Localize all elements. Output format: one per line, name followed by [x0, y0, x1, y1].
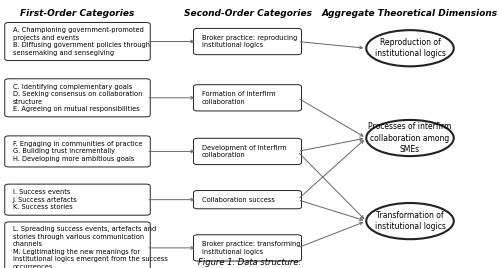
FancyBboxPatch shape	[4, 184, 150, 215]
Text: Transformation of
institutional logics: Transformation of institutional logics	[374, 211, 446, 231]
Ellipse shape	[366, 120, 454, 156]
Text: I. Success events
J. Success artefacts
K. Success stories: I. Success events J. Success artefacts K…	[12, 189, 78, 210]
FancyBboxPatch shape	[4, 136, 150, 167]
Ellipse shape	[366, 30, 454, 66]
Text: Reproduction of
institutional logics: Reproduction of institutional logics	[374, 38, 446, 58]
FancyBboxPatch shape	[4, 222, 150, 268]
FancyBboxPatch shape	[194, 28, 302, 55]
Text: Figure 1. Data structure.: Figure 1. Data structure.	[198, 258, 302, 267]
FancyBboxPatch shape	[194, 85, 302, 111]
Text: Broker practice: transforming
institutional logics: Broker practice: transforming institutio…	[202, 241, 300, 255]
Ellipse shape	[366, 203, 454, 239]
Text: First-Order Categories: First-Order Categories	[20, 9, 134, 18]
Text: Processes of interfirm
collaboration among
SMEs: Processes of interfirm collaboration amo…	[368, 122, 452, 154]
Text: F. Engaging in communities of practice
G. Building trust incrementally
H. Develo: F. Engaging in communities of practice G…	[12, 141, 142, 162]
Text: C. Identifying complementary goals
D. Seeking consensus on collaboration
structu: C. Identifying complementary goals D. Se…	[12, 84, 142, 112]
Text: Development of interfirm
collaboration: Development of interfirm collaboration	[202, 145, 286, 158]
FancyBboxPatch shape	[4, 79, 150, 117]
Text: Collaboration success: Collaboration success	[202, 197, 274, 203]
Text: Second-Order Categories: Second-Order Categories	[184, 9, 312, 18]
FancyBboxPatch shape	[194, 191, 302, 209]
FancyBboxPatch shape	[194, 138, 302, 165]
Text: A. Championing government-promoted
projects and events
B. Diffusing government p: A. Championing government-promoted proje…	[12, 27, 150, 56]
Text: Aggregate Theoretical Dimensions: Aggregate Theoretical Dimensions	[322, 9, 498, 18]
FancyBboxPatch shape	[4, 23, 150, 61]
FancyBboxPatch shape	[194, 235, 302, 261]
Text: Broker practice: reproducing
institutional logics: Broker practice: reproducing institution…	[202, 35, 297, 48]
Text: L. Spreading success events, artefacts and
stories through various communication: L. Spreading success events, artefacts a…	[12, 226, 168, 268]
Text: Formation of interfirm
collaboration: Formation of interfirm collaboration	[202, 91, 275, 105]
